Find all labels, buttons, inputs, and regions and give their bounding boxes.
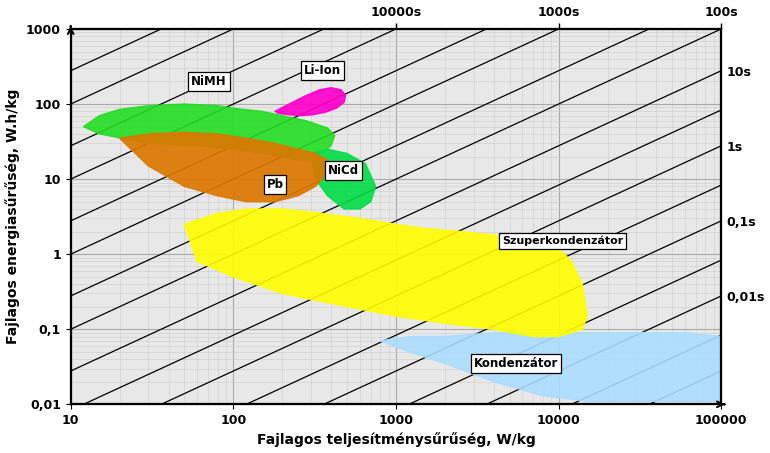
Text: NiMH: NiMH	[191, 75, 226, 88]
Polygon shape	[119, 132, 327, 202]
Text: NiCd: NiCd	[327, 164, 359, 177]
Polygon shape	[184, 209, 588, 337]
Polygon shape	[311, 149, 376, 209]
Text: Pb: Pb	[266, 178, 283, 191]
Text: Li-Ion: Li-Ion	[303, 64, 340, 77]
Text: Kondenzátor: Kondenzátor	[474, 357, 558, 370]
Y-axis label: Fajlagos energiasűrűség, W.h/kg: Fajlagos energiasűrűség, W.h/kg	[5, 89, 20, 344]
Text: Szuperkondenzátor: Szuperkondenzátor	[502, 236, 624, 246]
X-axis label: Fajlagos teljesítménysűrűség, W/kg: Fajlagos teljesítménysűrűség, W/kg	[256, 433, 535, 448]
Polygon shape	[84, 104, 335, 160]
Polygon shape	[275, 88, 346, 116]
Polygon shape	[380, 333, 721, 401]
